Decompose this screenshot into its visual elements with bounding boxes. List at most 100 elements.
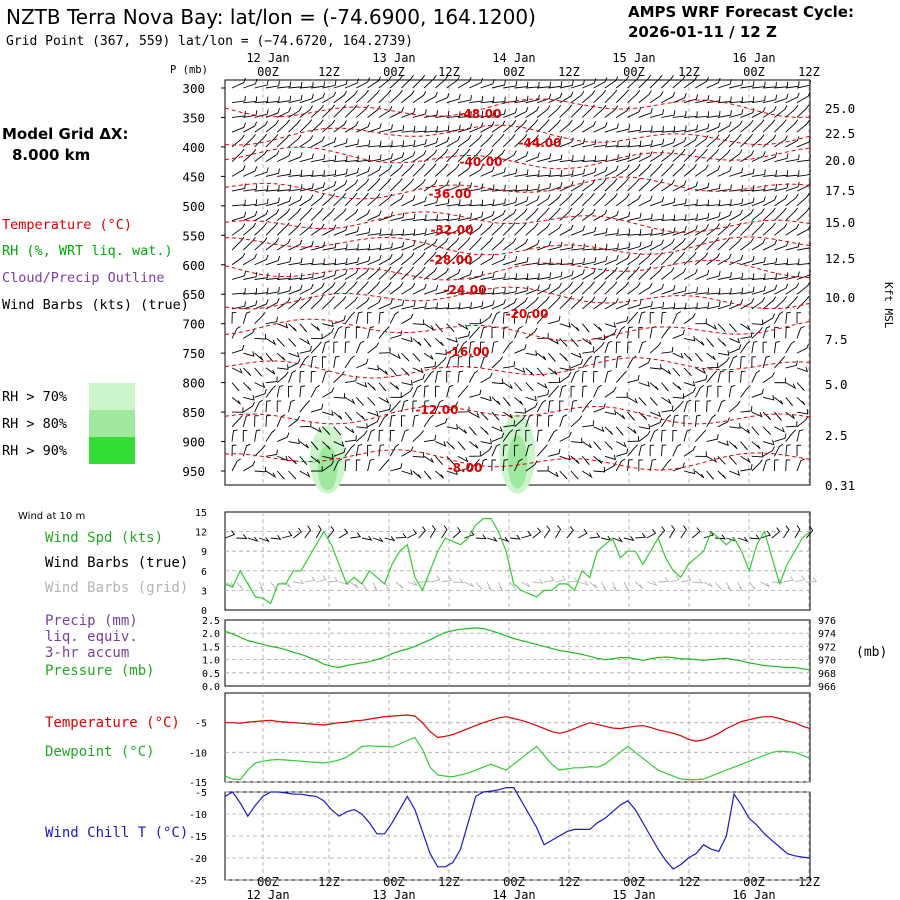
wind-barb <box>582 243 597 251</box>
wind-barb <box>604 89 618 104</box>
wind-barb <box>627 311 639 324</box>
wind-barb <box>548 154 563 163</box>
wind-barb <box>277 273 291 280</box>
wind-barb <box>570 138 586 148</box>
true-wind-barb <box>589 532 601 539</box>
grid-wind-barb <box>338 580 350 586</box>
wind-barb <box>288 370 297 383</box>
wind-barb <box>265 470 277 479</box>
wind-barb <box>638 125 653 133</box>
wind-barb <box>435 302 450 310</box>
wind-barb <box>457 370 464 383</box>
height-tick-9: 2.5 <box>825 428 848 443</box>
wind-barb <box>717 338 727 347</box>
wind-barb <box>310 426 322 433</box>
wind-barb <box>729 80 744 89</box>
true-wind-barb <box>304 525 312 539</box>
grid-wind-barb <box>430 575 441 583</box>
wind-barb <box>412 150 427 163</box>
grid-wind-barb <box>407 580 419 587</box>
wind-barb <box>355 397 364 406</box>
wind-barb <box>649 417 663 428</box>
wind-barb <box>254 149 268 163</box>
wind-barb <box>401 367 410 376</box>
wind-barb <box>717 96 732 104</box>
wind-barb <box>627 300 642 310</box>
wind-barb <box>762 106 777 118</box>
wind-barb <box>763 81 777 89</box>
wind-barb <box>435 267 449 280</box>
wind-barb <box>322 242 337 251</box>
wind-barb <box>525 152 540 163</box>
wind-barb <box>322 224 337 236</box>
wind-barb <box>729 96 743 104</box>
wind-barb <box>412 214 427 222</box>
windchill-tick-4: -25 <box>189 876 207 887</box>
wind-barb <box>661 110 676 118</box>
wind-spd-tick-4: 12 <box>195 528 207 539</box>
wind-barb <box>695 374 708 384</box>
wind-barb <box>265 385 277 398</box>
wind-barb <box>593 355 600 368</box>
wind-barb <box>423 470 432 480</box>
wind-barb <box>389 414 396 427</box>
wind-barb <box>491 198 506 207</box>
wind-barb <box>683 302 698 310</box>
temp-tick-0: -15 <box>189 778 207 789</box>
wind-barb <box>480 438 492 445</box>
wind-barb <box>243 300 258 310</box>
wind-barb <box>367 342 380 354</box>
wind-barb <box>491 272 506 280</box>
wind-barb <box>502 222 516 236</box>
wind-barb <box>570 399 578 413</box>
pressure-tick-4: 500 <box>182 199 205 214</box>
wind-barb <box>378 140 393 148</box>
wind-barb <box>728 371 734 383</box>
wind-barb <box>254 109 269 118</box>
wind-barb <box>728 149 743 163</box>
wind-barb <box>514 151 529 163</box>
wind-barb <box>401 282 416 295</box>
wind-barb <box>559 338 568 347</box>
wind-barb <box>356 358 369 369</box>
wind-barb <box>627 436 640 442</box>
height-tick-8: 5.0 <box>825 377 848 392</box>
wind-barb <box>525 81 540 89</box>
true-wind-barb <box>418 526 427 539</box>
wind-barb <box>243 222 257 236</box>
wind-barb <box>254 209 269 221</box>
wind-barb <box>706 271 721 280</box>
grid-wind-barb <box>726 581 732 592</box>
wind-barb <box>559 155 574 163</box>
wind-barb <box>344 296 358 310</box>
wind-barb <box>604 298 619 310</box>
wind-barb <box>423 179 438 192</box>
wind-barb <box>796 91 811 104</box>
wind-barb <box>559 282 573 295</box>
wind-barb <box>774 311 784 324</box>
wind-barb <box>367 76 382 89</box>
wind-barb <box>638 266 652 280</box>
wind-barb <box>389 194 404 207</box>
wind-barb <box>548 223 562 236</box>
wind-barb <box>762 152 778 163</box>
wind-barb <box>763 183 778 192</box>
wind-barb <box>401 266 414 280</box>
wind-barb <box>502 429 514 442</box>
temperature-contour-label-10: -8.00 <box>448 461 483 475</box>
wind-barb <box>333 104 347 118</box>
wind-barb <box>514 312 519 324</box>
wind-barb <box>536 183 552 192</box>
wind-barb <box>537 272 552 280</box>
wind-barb <box>706 470 715 480</box>
wind-barb <box>378 429 384 442</box>
wind-barb <box>683 181 698 192</box>
wind-barb <box>412 196 427 207</box>
wind-barb <box>265 184 280 192</box>
wind-barb <box>355 459 361 472</box>
wind-barb <box>242 311 251 324</box>
wind-barb <box>774 296 787 310</box>
wind-barb <box>446 385 454 398</box>
wind-barb <box>378 124 393 133</box>
